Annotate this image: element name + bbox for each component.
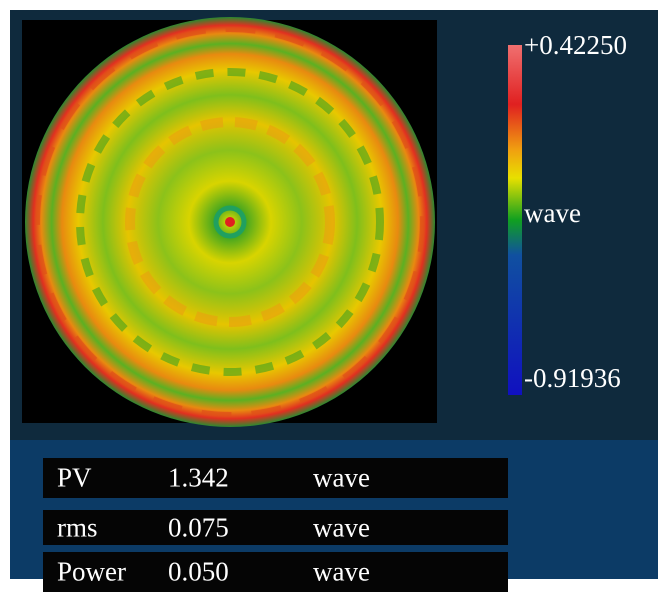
screen: {"colorbar": {"max_label": "+0.42250", "… [0,0,658,579]
metric-unit: wave [313,557,370,588]
colorbar-min: -0.91936 [524,363,621,394]
metric-value: 0.075 [168,512,229,543]
colorbar-max: +0.42250 [524,30,627,61]
result-row: rms 0.075 wave [43,510,508,545]
metric-name: PV [57,463,92,494]
metric-unit: wave [313,512,370,543]
map-panel: +0.42250 wave -0.91936 [10,10,658,440]
metric-value: 0.050 [168,557,229,588]
result-row: Power 0.050 wave [43,552,508,592]
metric-name: Power [57,557,126,588]
colorbar-unit: wave [524,198,581,229]
metric-name: rms [57,512,98,543]
center-dot [225,217,235,227]
color-bar [508,45,522,395]
result-row: PV 1.342 wave [43,458,508,498]
metric-value: 1.342 [168,463,229,494]
metric-unit: wave [313,463,370,494]
